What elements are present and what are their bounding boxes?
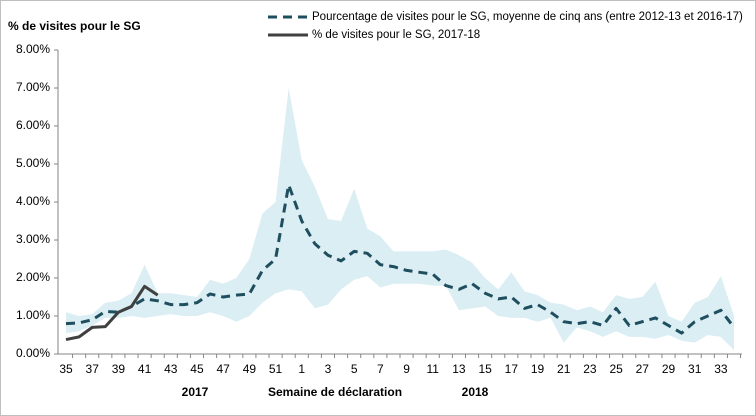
x-tick-label: 25 xyxy=(609,362,623,376)
x-tick-label: 43 xyxy=(164,362,178,376)
x-tick-label: 15 xyxy=(478,362,492,376)
x-tick-label: 31 xyxy=(688,362,702,376)
x-tick-label: 1 xyxy=(298,362,305,376)
legend-label: Pourcentage de visites pour le SG, moyen… xyxy=(312,11,743,23)
series-line xyxy=(65,284,159,342)
x-tick-label: 47 xyxy=(216,362,230,376)
x-tick-label: 51 xyxy=(269,362,283,376)
y-axis-title: % de visites pour le SG xyxy=(8,19,141,33)
range-band xyxy=(66,88,734,351)
x-tick-label: 7 xyxy=(377,362,384,376)
x-tick-label: 21 xyxy=(557,362,571,376)
x-tick-label: 5 xyxy=(351,362,358,376)
x-tick-label: 37 xyxy=(86,362,100,376)
x-tick-label: 35 xyxy=(59,362,73,376)
x-tick-label: 41 xyxy=(138,362,152,376)
x-axis-title: Semaine de déclaration xyxy=(268,385,402,399)
x-tick-label: 23 xyxy=(583,362,597,376)
x-tick-label: 13 xyxy=(452,362,466,376)
x-tick-label: 17 xyxy=(505,362,519,376)
x-tick-label: 39 xyxy=(112,362,126,376)
x-tick-label: 27 xyxy=(636,362,650,376)
x-tick-label: 29 xyxy=(662,362,676,376)
x-tick-label: 45 xyxy=(190,362,204,376)
year-label: 2018 xyxy=(462,385,489,399)
x-tick-label: 49 xyxy=(243,362,257,376)
y-tick-label: 3.00% xyxy=(16,232,50,246)
y-tick-label: 5.00% xyxy=(16,156,50,170)
x-tick-label: 33 xyxy=(714,362,728,376)
y-tick-label: 8.00% xyxy=(16,42,50,56)
y-tick-label: 7.00% xyxy=(16,80,50,94)
x-tick-label: 3 xyxy=(325,362,332,376)
y-tick-label: 6.00% xyxy=(16,118,50,132)
x-tick-label: 9 xyxy=(403,362,410,376)
y-tick-label: 4.00% xyxy=(16,194,50,208)
legend-label: % de visites pour le SG, 2017-18 xyxy=(312,29,480,41)
y-tick-label: 0.00% xyxy=(16,346,50,360)
x-tick-label: 19 xyxy=(531,362,545,376)
y-tick-label: 1.00% xyxy=(16,308,50,322)
x-tick-label: 11 xyxy=(427,362,440,376)
year-label: 2017 xyxy=(182,385,209,399)
y-tick-label: 2.00% xyxy=(16,270,50,284)
